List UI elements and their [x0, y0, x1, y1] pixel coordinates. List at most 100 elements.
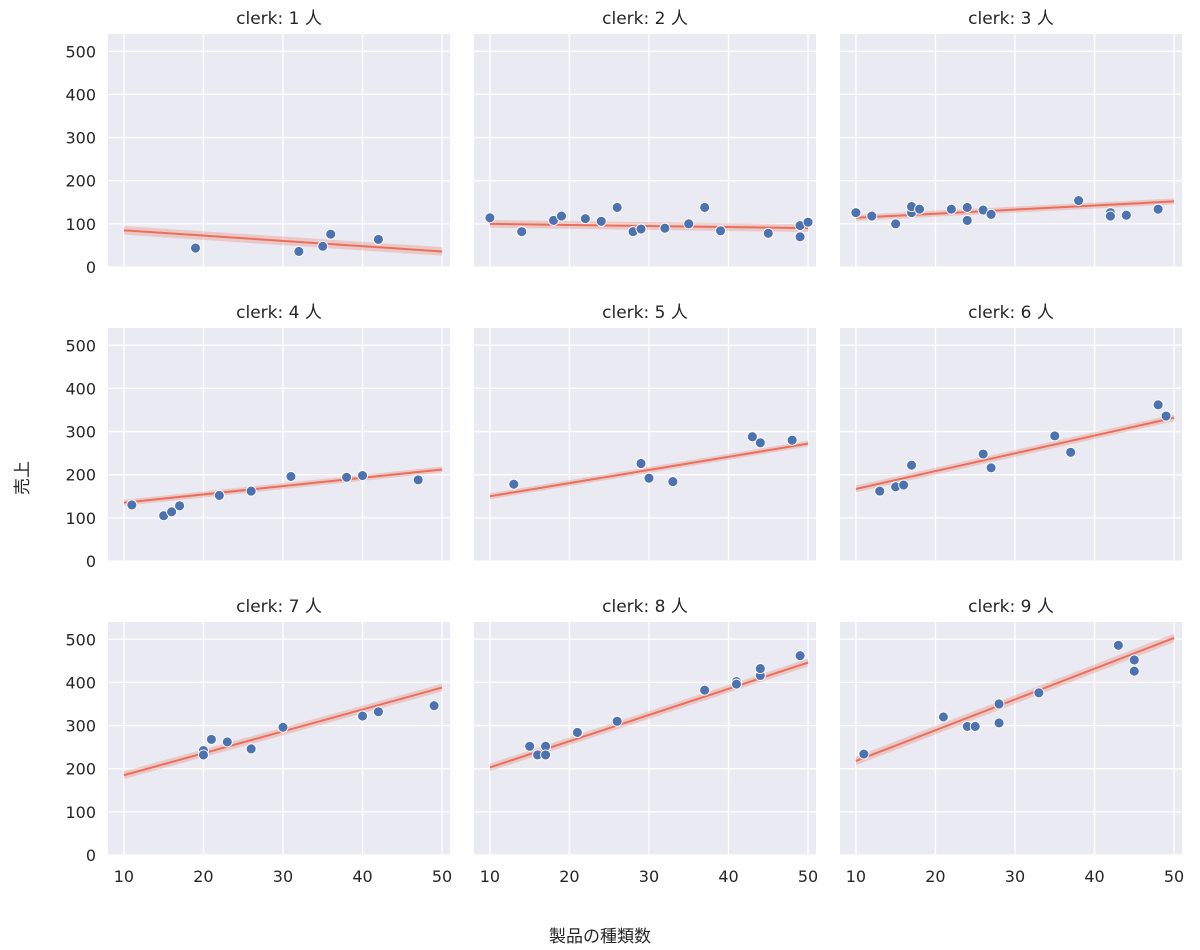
data-point	[977, 448, 989, 460]
y-tick-label: 500	[65, 336, 96, 355]
panel-title: clerk: 7 人	[236, 597, 322, 617]
facet-panel-1: clerk: 1 人 0 100 200 300 400 500	[65, 9, 450, 277]
data-point	[659, 222, 671, 234]
x-tick-label: 40	[718, 867, 738, 886]
facet-panel-6: clerk: 6 人	[840, 303, 1182, 562]
data-point	[786, 434, 798, 446]
regression-line	[855, 416, 1175, 490]
x-tick-label: 20	[193, 867, 213, 886]
data-point	[205, 733, 217, 745]
data-point	[762, 227, 774, 239]
y-tick-label: 200	[65, 466, 96, 485]
data-point	[1128, 665, 1140, 677]
data-point	[898, 479, 910, 491]
facet-panel-8: clerk: 8 人 10 20 30 40 50	[474, 597, 818, 886]
data-point	[1120, 209, 1132, 221]
panel-title: clerk: 9 人	[968, 597, 1054, 617]
data-point	[731, 678, 742, 690]
facet-panel-4: clerk: 4 人 0 100 200 300 400 500	[65, 303, 450, 571]
x-tick-label: 20	[925, 867, 945, 886]
data-point	[293, 246, 305, 257]
x-tick-label: 10	[846, 867, 866, 886]
data-point	[277, 721, 289, 733]
data-point	[372, 706, 384, 718]
x-tick-label: 40	[1084, 867, 1104, 886]
data-point	[683, 218, 695, 230]
data-point	[866, 210, 878, 222]
data-point	[412, 474, 424, 486]
x-tick-label: 30	[1005, 867, 1025, 886]
data-point	[357, 710, 368, 722]
data-point	[643, 472, 655, 484]
data-point	[484, 212, 496, 224]
data-point	[595, 215, 607, 227]
data-point	[245, 485, 257, 497]
data-point	[746, 431, 758, 443]
data-point	[516, 226, 528, 238]
data-point	[1073, 195, 1085, 207]
data-point	[993, 698, 1005, 710]
regression-line	[489, 222, 809, 230]
data-point	[221, 736, 233, 748]
panel-background	[474, 622, 816, 855]
y-tick-label: 500	[65, 630, 96, 649]
data-point	[126, 499, 138, 511]
facet-panel-3: clerk: 3 人	[840, 9, 1182, 268]
data-point	[1152, 399, 1164, 411]
y-tick-label: 300	[65, 423, 96, 442]
data-point	[579, 213, 591, 225]
x-tick-label: 30	[273, 867, 293, 886]
data-point	[850, 207, 862, 219]
data-point	[858, 748, 870, 760]
facet-panel-7: clerk: 7 人 0 100 200 300 400 500 10 20 30 40 50	[65, 597, 452, 886]
panel-background	[840, 622, 1182, 855]
y-tick-label: 0	[86, 846, 96, 865]
panel-background	[108, 622, 450, 855]
data-point	[699, 202, 711, 213]
data-point	[667, 476, 679, 488]
x-tick-label: 40	[352, 867, 372, 886]
panel-background	[108, 328, 450, 561]
data-point	[1065, 446, 1077, 458]
data-point	[1104, 210, 1116, 222]
data-point	[794, 650, 806, 662]
data-point	[213, 489, 225, 501]
data-point	[571, 727, 583, 738]
y-tick-label: 0	[86, 552, 96, 571]
data-point	[890, 218, 902, 230]
y-tick-label: 0	[86, 258, 96, 277]
data-point	[357, 470, 368, 482]
data-point	[524, 740, 536, 752]
x-tick-label: 10	[114, 867, 134, 886]
y-tick-label: 400	[65, 379, 96, 398]
data-point	[969, 720, 981, 732]
facet-panel-5: clerk: 5 人	[474, 303, 816, 562]
data-point	[794, 231, 806, 243]
data-point	[985, 208, 997, 220]
facet-panel-9: clerk: 9 人 10 20 30 40 50	[840, 597, 1184, 886]
data-point	[317, 240, 329, 252]
panel-title: clerk: 4 人	[236, 303, 322, 323]
panel-background	[108, 34, 450, 267]
y-tick-label: 100	[65, 509, 96, 528]
data-point	[285, 470, 297, 482]
data-point	[993, 717, 1005, 729]
data-point	[715, 225, 727, 237]
data-point	[540, 749, 552, 761]
panel-title: clerk: 6 人	[968, 303, 1054, 323]
data-point	[1112, 639, 1124, 651]
y-axis-label: 売上	[13, 461, 33, 495]
regression-line	[123, 468, 443, 504]
y-tick-label: 100	[65, 803, 96, 822]
y-tick-label: 400	[65, 673, 96, 692]
y-tick-label: 300	[65, 717, 96, 736]
y-tick-label: 300	[65, 129, 96, 148]
data-point	[611, 202, 623, 213]
data-point	[372, 233, 384, 245]
y-tick-label: 200	[65, 760, 96, 779]
data-point	[874, 485, 886, 497]
x-tick-label: 30	[639, 867, 659, 886]
panel-title: clerk: 3 人	[968, 9, 1054, 29]
